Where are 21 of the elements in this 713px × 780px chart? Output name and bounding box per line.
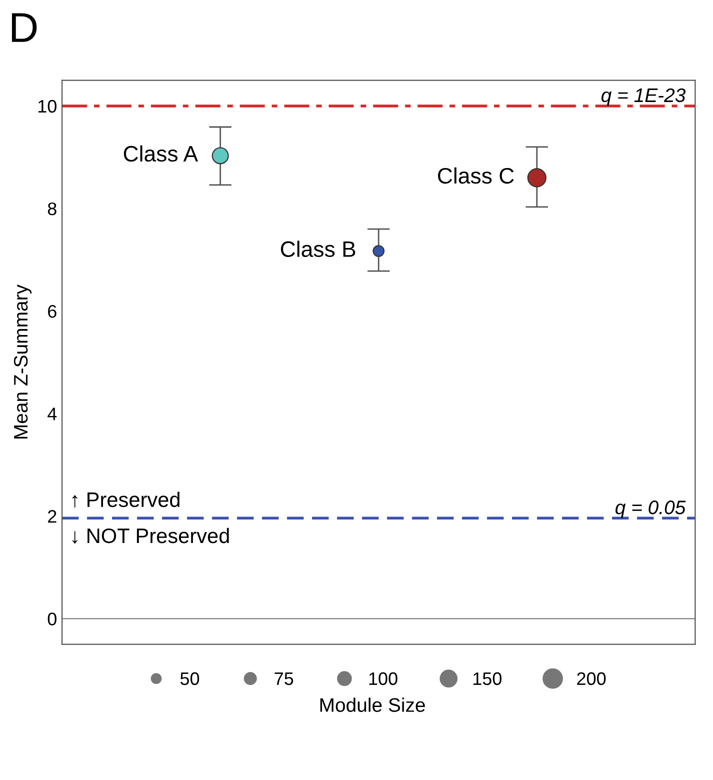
annotation: q = 1E-23 <box>601 88 686 106</box>
legend-label: 200 <box>577 672 606 686</box>
y-tick-label: 10 <box>38 100 56 113</box>
legend-label: 50 <box>180 672 200 686</box>
legend-label: 100 <box>369 672 398 686</box>
legend-label: 150 <box>473 672 502 686</box>
chart-title: D <box>12 13 37 42</box>
legend-label: 75 <box>274 672 294 686</box>
annotation: q = 0.05 <box>616 500 686 518</box>
y-tick-label: 4 <box>48 408 57 420</box>
y-tick-label: 2 <box>48 510 56 523</box>
y-axis-title: Mean Z-Summary <box>14 284 32 438</box>
annotation: ↓ NOT Preserved <box>72 528 229 544</box>
series-label: Class B <box>280 240 356 258</box>
legend-title: Module Size <box>320 698 425 712</box>
series-label: Class C <box>438 167 514 184</box>
y-tick-label: 0 <box>48 612 56 626</box>
series-label: Class A <box>124 145 198 162</box>
y-tick-label: 8 <box>48 202 56 216</box>
y-tick-label: 6 <box>48 304 56 318</box>
annotation: ↑ Preserved <box>72 492 180 508</box>
